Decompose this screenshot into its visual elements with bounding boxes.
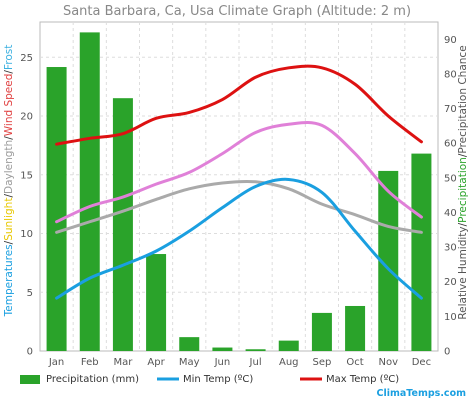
- left-tick-label: 20: [20, 112, 33, 123]
- legend-label: Min Temp (ºC): [183, 374, 253, 385]
- right-axis-label-part: Precipitation Chance: [457, 45, 469, 153]
- month-tick-label: Jan: [48, 357, 64, 368]
- precipitation-bar: [212, 347, 233, 351]
- left-tick-label: 25: [20, 53, 33, 64]
- left-axis-label-part: Daylength: [3, 140, 15, 194]
- left-axis-label-part: Frost: [3, 45, 15, 70]
- left-tick-label: 5: [27, 288, 33, 299]
- month-tick-label: Mar: [113, 357, 133, 368]
- left-tick-label: 0: [27, 347, 33, 358]
- month-tick-label: Oct: [346, 357, 363, 368]
- right-axis-label-part: Precipitation: [457, 157, 469, 223]
- precipitation-bar: [79, 32, 100, 352]
- max-temp-line: [55, 64, 423, 146]
- month-tick-label: Nov: [378, 357, 398, 368]
- precipitation-bar: [112, 98, 133, 351]
- precipitation-bar: [146, 254, 167, 351]
- legend-label: Precipitation (mm): [46, 374, 139, 385]
- right-tick-label: 30: [444, 243, 457, 254]
- left-axis-label-part: /: [3, 194, 15, 198]
- month-tick-label: Sep: [312, 357, 331, 368]
- left-axis-label-part: Temperatures: [3, 244, 15, 317]
- left-tick-label: 15: [20, 170, 33, 181]
- left-axis-label-part: Wind Speed: [3, 74, 15, 137]
- right-tick-label: 0: [444, 347, 450, 358]
- precipitation-bar: [345, 305, 366, 351]
- legend-swatch-precipitation: [20, 375, 40, 384]
- precipitation-bar: [179, 337, 200, 351]
- left-axis-label-part: /: [3, 240, 15, 244]
- right-tick-label: 20: [444, 277, 457, 288]
- right-axis-label-part: /: [457, 153, 469, 157]
- precipitation-bar: [245, 349, 266, 351]
- right-tick-label: 70: [444, 104, 457, 115]
- right-tick-label: 60: [444, 139, 457, 150]
- month-tick-label: Jul: [249, 357, 262, 368]
- month-tick-label: Aug: [279, 357, 299, 368]
- left-tick-label: 10: [20, 229, 33, 240]
- legend-label: Max Temp (ºC): [326, 374, 399, 385]
- right-tick-label: 90: [444, 35, 457, 46]
- precipitation-bar: [378, 170, 399, 351]
- right-axis-label-part: Relative Humidity: [457, 226, 469, 319]
- daylength-line: [55, 179, 423, 234]
- right-axis-label: Relative Humidity/Precipitation/Precipit…: [457, 45, 469, 319]
- month-tick-label: May: [179, 357, 200, 368]
- month-tick-label: Jun: [214, 357, 231, 368]
- right-tick-label: 50: [444, 173, 457, 184]
- precipitation-bar: [311, 312, 332, 351]
- month-tick-label: Apr: [147, 357, 165, 368]
- average-temp-line: [55, 121, 423, 224]
- left-axis-label: Temperatures/Sunlight/Daylength/Wind Spe…: [3, 45, 15, 318]
- right-axis-label-part: /: [457, 222, 469, 226]
- chart-title: Santa Barbara, Ca, Usa Climate Graph (Al…: [63, 4, 411, 19]
- right-tick-label: 10: [444, 312, 457, 323]
- min-temp-line: [55, 177, 423, 300]
- month-tick-label: Feb: [81, 357, 99, 368]
- precipitation-bar: [46, 67, 67, 351]
- right-tick-label: 40: [444, 208, 457, 219]
- right-tick-label: 80: [444, 69, 457, 80]
- brand-watermark: ClimaTemps.com: [377, 388, 467, 399]
- left-axis-label-part: /: [3, 70, 15, 74]
- precipitation-bar: [278, 340, 299, 351]
- left-axis-label-part: Sunlight: [3, 198, 15, 241]
- precipitation-bar: [411, 153, 432, 351]
- left-axis-label-part: /: [3, 136, 15, 140]
- month-tick-label: Dec: [412, 357, 431, 368]
